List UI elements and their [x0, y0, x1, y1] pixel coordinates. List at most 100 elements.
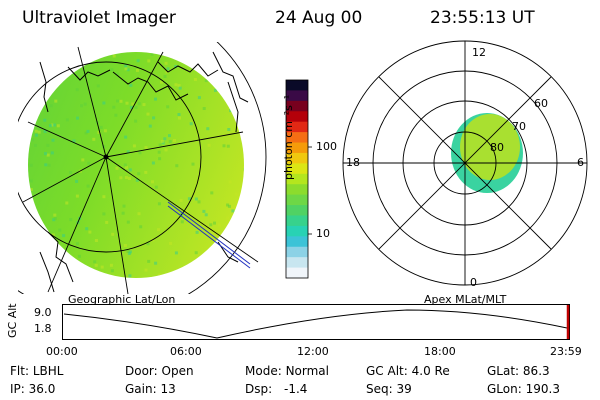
- time-tick-1800: 18:00: [424, 345, 456, 358]
- color-scale-step: [286, 236, 308, 248]
- noise-pixel: [130, 280, 133, 283]
- noise-pixel: [31, 138, 35, 142]
- noise-pixel: [242, 91, 244, 95]
- noise-pixel: [246, 257, 249, 260]
- colorbar-tick-100: 100: [316, 140, 337, 153]
- noise-pixel: [115, 166, 119, 170]
- noise-pixel: [63, 58, 67, 62]
- noise-pixel: [138, 151, 142, 155]
- noise-pixel: [29, 188, 33, 192]
- info-gc-alt: GC Alt: 4.0 Re: [366, 364, 450, 378]
- noise-pixel: [78, 269, 82, 273]
- noise-pixel: [169, 241, 173, 245]
- noise-pixel: [239, 274, 242, 278]
- time-tick-1200: 12:00: [297, 345, 329, 358]
- noise-pixel: [129, 83, 133, 87]
- noise-pixel: [51, 123, 55, 127]
- noise-pixel: [54, 99, 58, 103]
- noise-pixel: [23, 162, 26, 165]
- noise-pixel: [158, 273, 162, 277]
- noise-pixel: [164, 61, 168, 65]
- noise-pixel: [144, 146, 148, 150]
- noise-pixel: [154, 185, 158, 189]
- noise-pixel: [34, 143, 37, 147]
- noise-pixel: [204, 213, 208, 217]
- noise-pixel: [128, 250, 132, 254]
- noise-pixel: [137, 172, 141, 176]
- color-scale-step: [286, 246, 308, 258]
- info-door: Door: Open: [125, 364, 194, 378]
- noise-pixel: [93, 260, 97, 264]
- noise-pixel: [28, 89, 31, 93]
- noise-pixel: [124, 166, 128, 169]
- altitude-tick-low: 1.8: [34, 322, 52, 335]
- noise-pixel: [135, 178, 139, 182]
- noise-pixel: [100, 265, 104, 269]
- noise-pixel: [134, 105, 138, 109]
- color-scale-gradient: [286, 80, 308, 279]
- noise-pixel: [44, 280, 47, 283]
- noise-pixel: [48, 124, 52, 128]
- noise-pixel: [29, 179, 33, 183]
- color-scale-step: [286, 215, 308, 227]
- noise-pixel: [87, 161, 91, 165]
- noise-pixel: [47, 163, 51, 167]
- noise-pixel: [227, 269, 230, 273]
- altitude-curve: [63, 309, 568, 339]
- noise-pixel: [228, 180, 232, 184]
- noise-pixel: [229, 109, 233, 113]
- color-scale-step: [286, 80, 308, 91]
- noise-pixel: [180, 220, 184, 224]
- noise-pixel: [86, 129, 90, 133]
- noise-pixel: [158, 143, 162, 147]
- noise-pixel: [25, 225, 28, 228]
- noise-pixel: [46, 143, 50, 147]
- noise-pixel: [86, 184, 90, 188]
- mlat-label-80: 80: [490, 141, 504, 154]
- noise-pixel: [124, 67, 128, 71]
- noise-pixel: [53, 213, 57, 217]
- noise-pixel: [197, 96, 201, 100]
- noise-pixel: [137, 102, 141, 106]
- noise-pixel: [56, 124, 60, 128]
- altitude-plot-frame: [62, 304, 570, 340]
- noise-pixel: [83, 102, 87, 106]
- info-seq: Seq: 39: [366, 382, 412, 396]
- noise-pixel: [148, 280, 151, 283]
- mlat-label-70: 70: [512, 120, 526, 133]
- noise-pixel: [217, 281, 220, 284]
- altitude-axis-label: GC Alt: [6, 303, 19, 338]
- noise-pixel: [50, 151, 54, 155]
- noise-pixel: [110, 269, 114, 273]
- noise-pixel: [194, 251, 198, 255]
- noise-pixel: [92, 137, 96, 141]
- noise-pixel: [126, 220, 130, 224]
- colorbar-tick-10: 10: [316, 227, 330, 240]
- noise-pixel: [131, 102, 135, 106]
- noise-pixel: [173, 139, 176, 142]
- noise-pixel: [144, 268, 148, 272]
- date-label: 24 Aug 00: [275, 8, 363, 28]
- noise-pixel: [226, 203, 230, 207]
- noise-pixel: [132, 144, 136, 148]
- noise-pixel: [231, 209, 235, 213]
- color-scale-step: [286, 152, 308, 164]
- noise-pixel: [222, 144, 226, 148]
- noise-pixel: [148, 124, 152, 128]
- mlt-label-12: 12: [472, 46, 486, 59]
- noise-pixel: [36, 107, 40, 111]
- noise-pixel: [227, 204, 231, 208]
- color-scale-step: [286, 257, 308, 269]
- noise-pixel: [99, 125, 103, 129]
- color-scale-step: [286, 111, 308, 123]
- noise-pixel: [58, 228, 62, 232]
- noise-pixel: [88, 230, 92, 234]
- auroral-oval: [451, 113, 523, 193]
- noise-pixel: [46, 153, 50, 157]
- noise-pixel: [69, 218, 73, 222]
- coastlines: [39, 51, 249, 293]
- noise-pixel: [99, 53, 102, 57]
- lat-lon-grid: [18, 42, 267, 294]
- noise-pixel: [177, 84, 181, 88]
- noise-pixel: [62, 279, 65, 282]
